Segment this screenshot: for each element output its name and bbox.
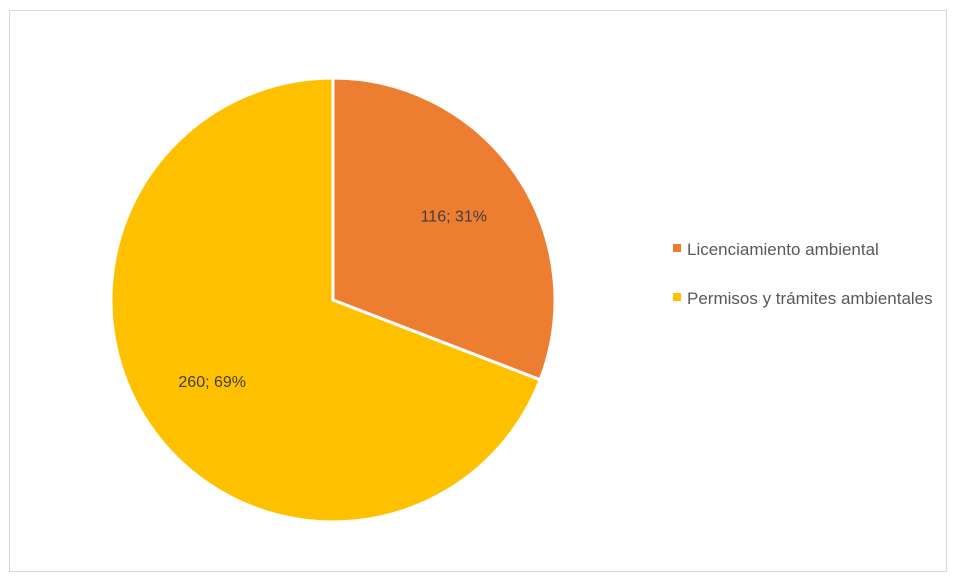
pie-slice-label-0: 116; 31%	[421, 208, 487, 225]
legend: Licenciamiento ambiental Permisos y trám…	[673, 237, 943, 335]
pie-slice-0	[331, 76, 557, 382]
pie-slice-label-1: 260; 69%	[178, 374, 246, 391]
legend-swatch-permisos	[673, 293, 681, 301]
pie-slice-1	[109, 76, 542, 524]
legend-item-licenciamiento: Licenciamiento ambiental	[673, 237, 943, 262]
legend-label-permisos: Permisos y trámites ambientales	[687, 289, 933, 308]
legend-label-licenciamiento: Licenciamiento ambiental	[687, 240, 879, 259]
legend-swatch-licenciamiento	[673, 244, 681, 252]
legend-item-permisos: Permisos y trámites ambientales	[673, 286, 943, 311]
